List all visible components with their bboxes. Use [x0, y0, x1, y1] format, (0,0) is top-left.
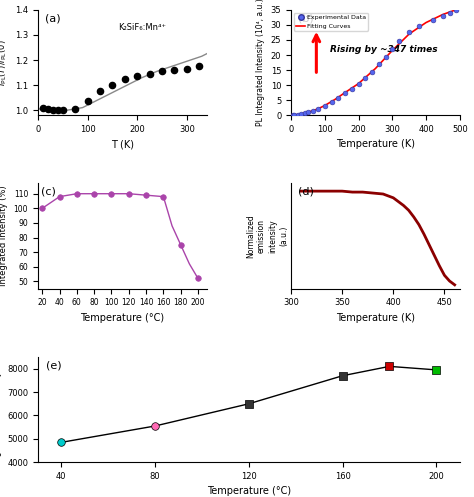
Point	[109, 81, 116, 89]
Point	[133, 73, 141, 81]
Point	[294, 110, 301, 118]
Point	[416, 22, 423, 30]
Point	[297, 110, 305, 118]
Point	[59, 106, 66, 114]
X-axis label: Temperature (K): Temperature (K)	[336, 313, 415, 323]
Point	[96, 87, 104, 95]
X-axis label: T (K): T (K)	[111, 139, 134, 150]
Point	[73, 190, 81, 198]
Point	[38, 204, 46, 212]
Text: (d): (d)	[298, 187, 314, 197]
Point	[368, 68, 376, 76]
Point	[56, 193, 64, 201]
Y-axis label: Integrated intensity (%): Integrated intensity (%)	[0, 186, 8, 286]
Text: (c): (c)	[41, 187, 56, 197]
Text: K₂SiF₆:Mn⁴⁺: K₂SiF₆:Mn⁴⁺	[118, 22, 166, 32]
Point	[44, 105, 52, 113]
Point	[195, 62, 203, 70]
Point	[151, 422, 159, 430]
Point	[108, 190, 115, 198]
Point	[439, 12, 447, 20]
Point	[348, 84, 356, 92]
Point	[309, 107, 317, 115]
Point	[158, 67, 166, 75]
Point	[121, 75, 128, 83]
Y-axis label: Integral Relative Intensity (a.u.): Integral Relative Intensity (a.u.)	[0, 348, 1, 471]
Y-axis label: PL Integrated Intensity (10⁴, a.u.): PL Integrated Intensity (10⁴, a.u.)	[256, 0, 265, 126]
Point	[57, 438, 65, 446]
Point	[362, 74, 369, 82]
Point	[304, 108, 312, 116]
Point	[301, 109, 308, 117]
Point	[328, 97, 335, 105]
X-axis label: Temperature (°C): Temperature (°C)	[207, 487, 291, 497]
X-axis label: Temperature (K): Temperature (K)	[336, 139, 415, 150]
Point	[84, 97, 91, 105]
Point	[171, 66, 178, 74]
Point	[382, 53, 389, 61]
Point	[125, 190, 133, 198]
Legend: Experimental Data, Fitting Curves: Experimental Data, Fitting Curves	[294, 13, 368, 31]
Point	[72, 105, 79, 113]
Text: (e): (e)	[46, 360, 62, 370]
X-axis label: Temperature (°C): Temperature (°C)	[80, 313, 164, 323]
Point	[386, 362, 393, 370]
Point	[429, 16, 437, 24]
Point	[39, 104, 46, 112]
Point	[375, 60, 383, 68]
Point	[289, 111, 297, 119]
Point	[405, 28, 413, 36]
Point	[453, 6, 460, 14]
Point	[177, 241, 184, 249]
Y-axis label: $\mathit{I}_{\rm PL}(\mathit{T})/\mathit{I}_{\rm PL}(0)$: $\mathit{I}_{\rm PL}(\mathit{T})/\mathit…	[0, 39, 9, 86]
Point	[339, 372, 346, 380]
Point	[314, 104, 322, 112]
Point	[146, 70, 154, 78]
Point	[341, 89, 349, 97]
Point	[183, 65, 191, 73]
Point	[91, 190, 98, 198]
Point	[335, 94, 342, 102]
Point	[395, 37, 403, 45]
Point	[142, 191, 150, 199]
Point	[194, 274, 202, 282]
Point	[321, 101, 328, 109]
Point	[389, 45, 396, 53]
Point	[245, 400, 253, 408]
Y-axis label: Normalized
emission
intensity
(a.u.): Normalized emission intensity (a.u.)	[246, 214, 288, 258]
Point	[355, 80, 362, 87]
Text: Rising by ~347 times: Rising by ~347 times	[330, 45, 438, 54]
Point	[433, 366, 440, 374]
Text: (b): (b)	[298, 13, 313, 23]
Point	[54, 106, 62, 114]
Text: (a): (a)	[45, 13, 60, 23]
Point	[160, 193, 167, 201]
Point	[446, 9, 454, 17]
Point	[49, 106, 56, 114]
Point	[291, 111, 298, 119]
